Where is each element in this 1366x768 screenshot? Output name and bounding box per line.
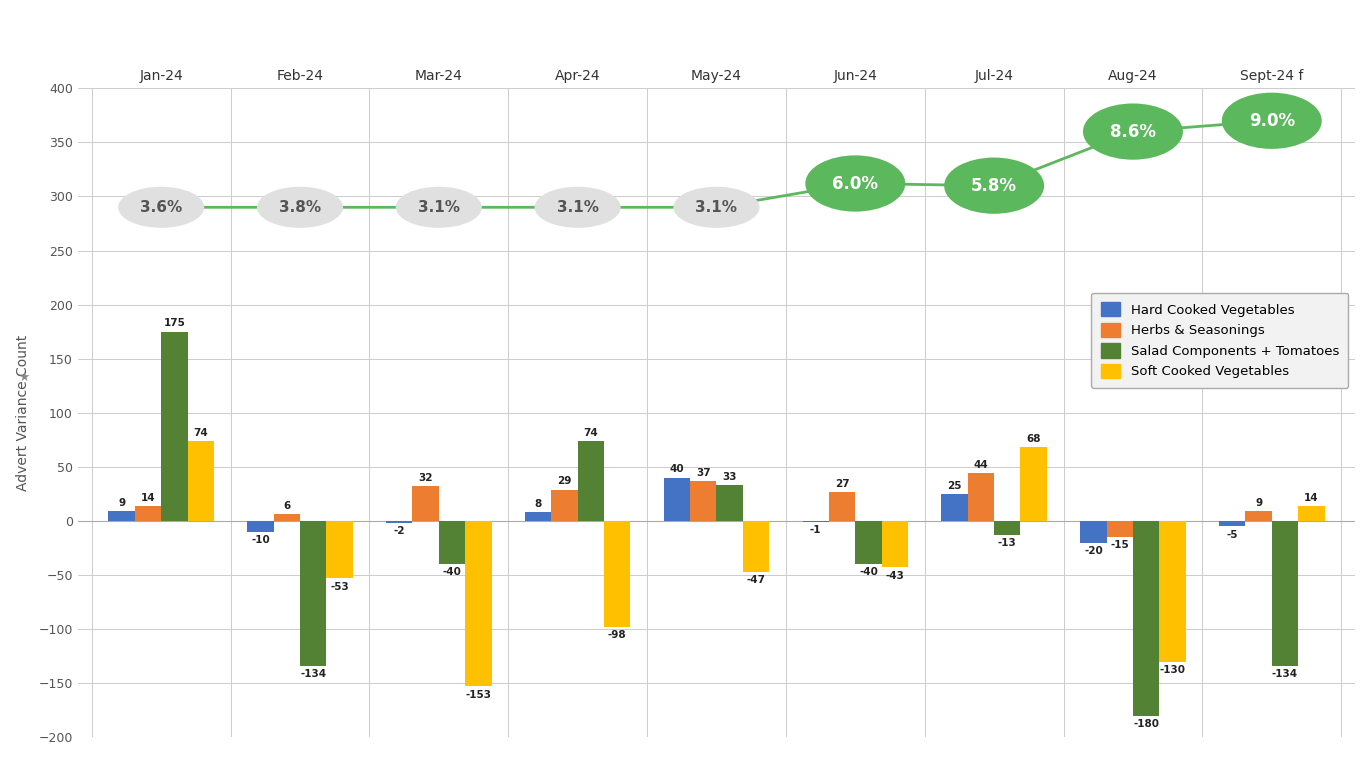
Text: -153: -153 (466, 690, 492, 700)
Ellipse shape (806, 155, 906, 212)
Legend: Hard Cooked Vegetables, Herbs & Seasonings, Salad Components + Tomatoes, Soft Co: Hard Cooked Vegetables, Herbs & Seasonin… (1091, 293, 1348, 388)
Text: -40: -40 (443, 568, 462, 578)
Ellipse shape (1083, 104, 1183, 160)
Bar (135, 506, 161, 521)
Bar (438, 521, 466, 564)
Text: 74: 74 (194, 428, 208, 438)
Bar (967, 473, 994, 521)
Bar (466, 521, 492, 687)
Text: -180: -180 (1134, 719, 1160, 729)
Ellipse shape (534, 187, 620, 228)
Text: 40: 40 (669, 465, 684, 475)
Bar (994, 521, 1020, 535)
Text: -47: -47 (747, 575, 765, 585)
Text: 6.0%: 6.0% (832, 174, 878, 193)
Ellipse shape (944, 157, 1044, 214)
Text: 5.8%: 5.8% (971, 177, 1018, 194)
Bar (1298, 506, 1325, 521)
Bar (161, 332, 187, 521)
Text: 29: 29 (557, 476, 571, 486)
Bar (1020, 448, 1046, 521)
Bar (1081, 521, 1106, 542)
Bar (664, 478, 690, 521)
Text: 68: 68 (1026, 434, 1041, 444)
Text: -1: -1 (810, 525, 821, 535)
Text: -134: -134 (301, 669, 326, 679)
Text: fresh: fresh (27, 34, 79, 54)
Bar (690, 481, 717, 521)
Bar (1160, 521, 1186, 661)
Text: -5: -5 (1227, 530, 1238, 540)
Bar (855, 521, 881, 564)
Text: -98: -98 (608, 631, 627, 641)
Bar (881, 521, 908, 568)
Bar (1272, 521, 1298, 666)
Text: 27: 27 (835, 478, 850, 488)
Text: 9.0%: 9.0% (1249, 112, 1295, 130)
Text: 33: 33 (723, 472, 736, 482)
Text: -20: -20 (1085, 546, 1102, 556)
Text: 32: 32 (418, 473, 433, 483)
Text: -53: -53 (331, 581, 348, 591)
Text: 37: 37 (695, 468, 710, 478)
Text: and: and (736, 38, 766, 53)
Text: 8: 8 (534, 499, 542, 509)
Text: 6: 6 (283, 502, 291, 511)
Text: -10: -10 (251, 535, 270, 545)
Bar (301, 521, 326, 666)
Ellipse shape (117, 187, 204, 228)
Bar (1106, 521, 1132, 537)
Bar (578, 441, 604, 521)
Bar (326, 521, 352, 578)
Text: -134: -134 (1272, 669, 1298, 679)
Text: -43: -43 (885, 571, 904, 581)
Text: 74: 74 (583, 428, 598, 438)
Bar (829, 492, 855, 521)
Bar (604, 521, 630, 627)
Text: 3.6%: 3.6% (141, 200, 182, 215)
Bar (743, 521, 769, 572)
Text: 3.8%: 3.8% (279, 200, 321, 215)
Text: 9: 9 (117, 498, 126, 508)
Y-axis label: Advert Variance Count: Advert Variance Count (16, 335, 30, 491)
Text: logic: logic (82, 29, 157, 58)
Text: -130: -130 (1160, 665, 1186, 675)
Text: 44: 44 (974, 460, 989, 470)
Ellipse shape (1221, 93, 1322, 149)
Bar (108, 511, 135, 521)
Text: 9: 9 (1255, 498, 1262, 508)
Text: -13: -13 (999, 538, 1016, 548)
Text: 3.1%: 3.1% (695, 200, 738, 215)
Text: 3.1%: 3.1% (556, 200, 598, 215)
Bar (716, 485, 743, 521)
Text: -40: -40 (859, 568, 878, 578)
Bar (552, 489, 578, 521)
Bar (387, 521, 413, 523)
Bar (247, 521, 273, 531)
Bar (413, 486, 438, 521)
Ellipse shape (257, 187, 343, 228)
Ellipse shape (396, 187, 482, 228)
Text: -15: -15 (1111, 541, 1130, 551)
Text: 25: 25 (947, 481, 962, 491)
Bar (803, 521, 829, 522)
Text: 14: 14 (1305, 492, 1318, 502)
Bar (941, 494, 967, 521)
Text: -2: -2 (393, 526, 404, 536)
Text: 14: 14 (141, 492, 156, 502)
Text: 175: 175 (164, 319, 186, 329)
Bar (525, 512, 552, 521)
Bar (187, 441, 214, 521)
Text: 3.1%: 3.1% (418, 200, 460, 215)
Text: 8.6%: 8.6% (1111, 123, 1156, 141)
Text: Monthly Adwatch Promo Change on Last Year: Monthly Adwatch Promo Change on Last Yea… (529, 13, 974, 31)
Bar (1246, 511, 1272, 521)
Bar (1132, 521, 1160, 716)
Ellipse shape (673, 187, 759, 228)
Bar (1218, 521, 1246, 526)
Bar (273, 515, 301, 521)
Text: ★: ★ (19, 371, 30, 383)
Text: Monthly Vegetable CPI % Change on Last Year: Monthly Vegetable CPI % Change on Last Y… (525, 60, 978, 78)
